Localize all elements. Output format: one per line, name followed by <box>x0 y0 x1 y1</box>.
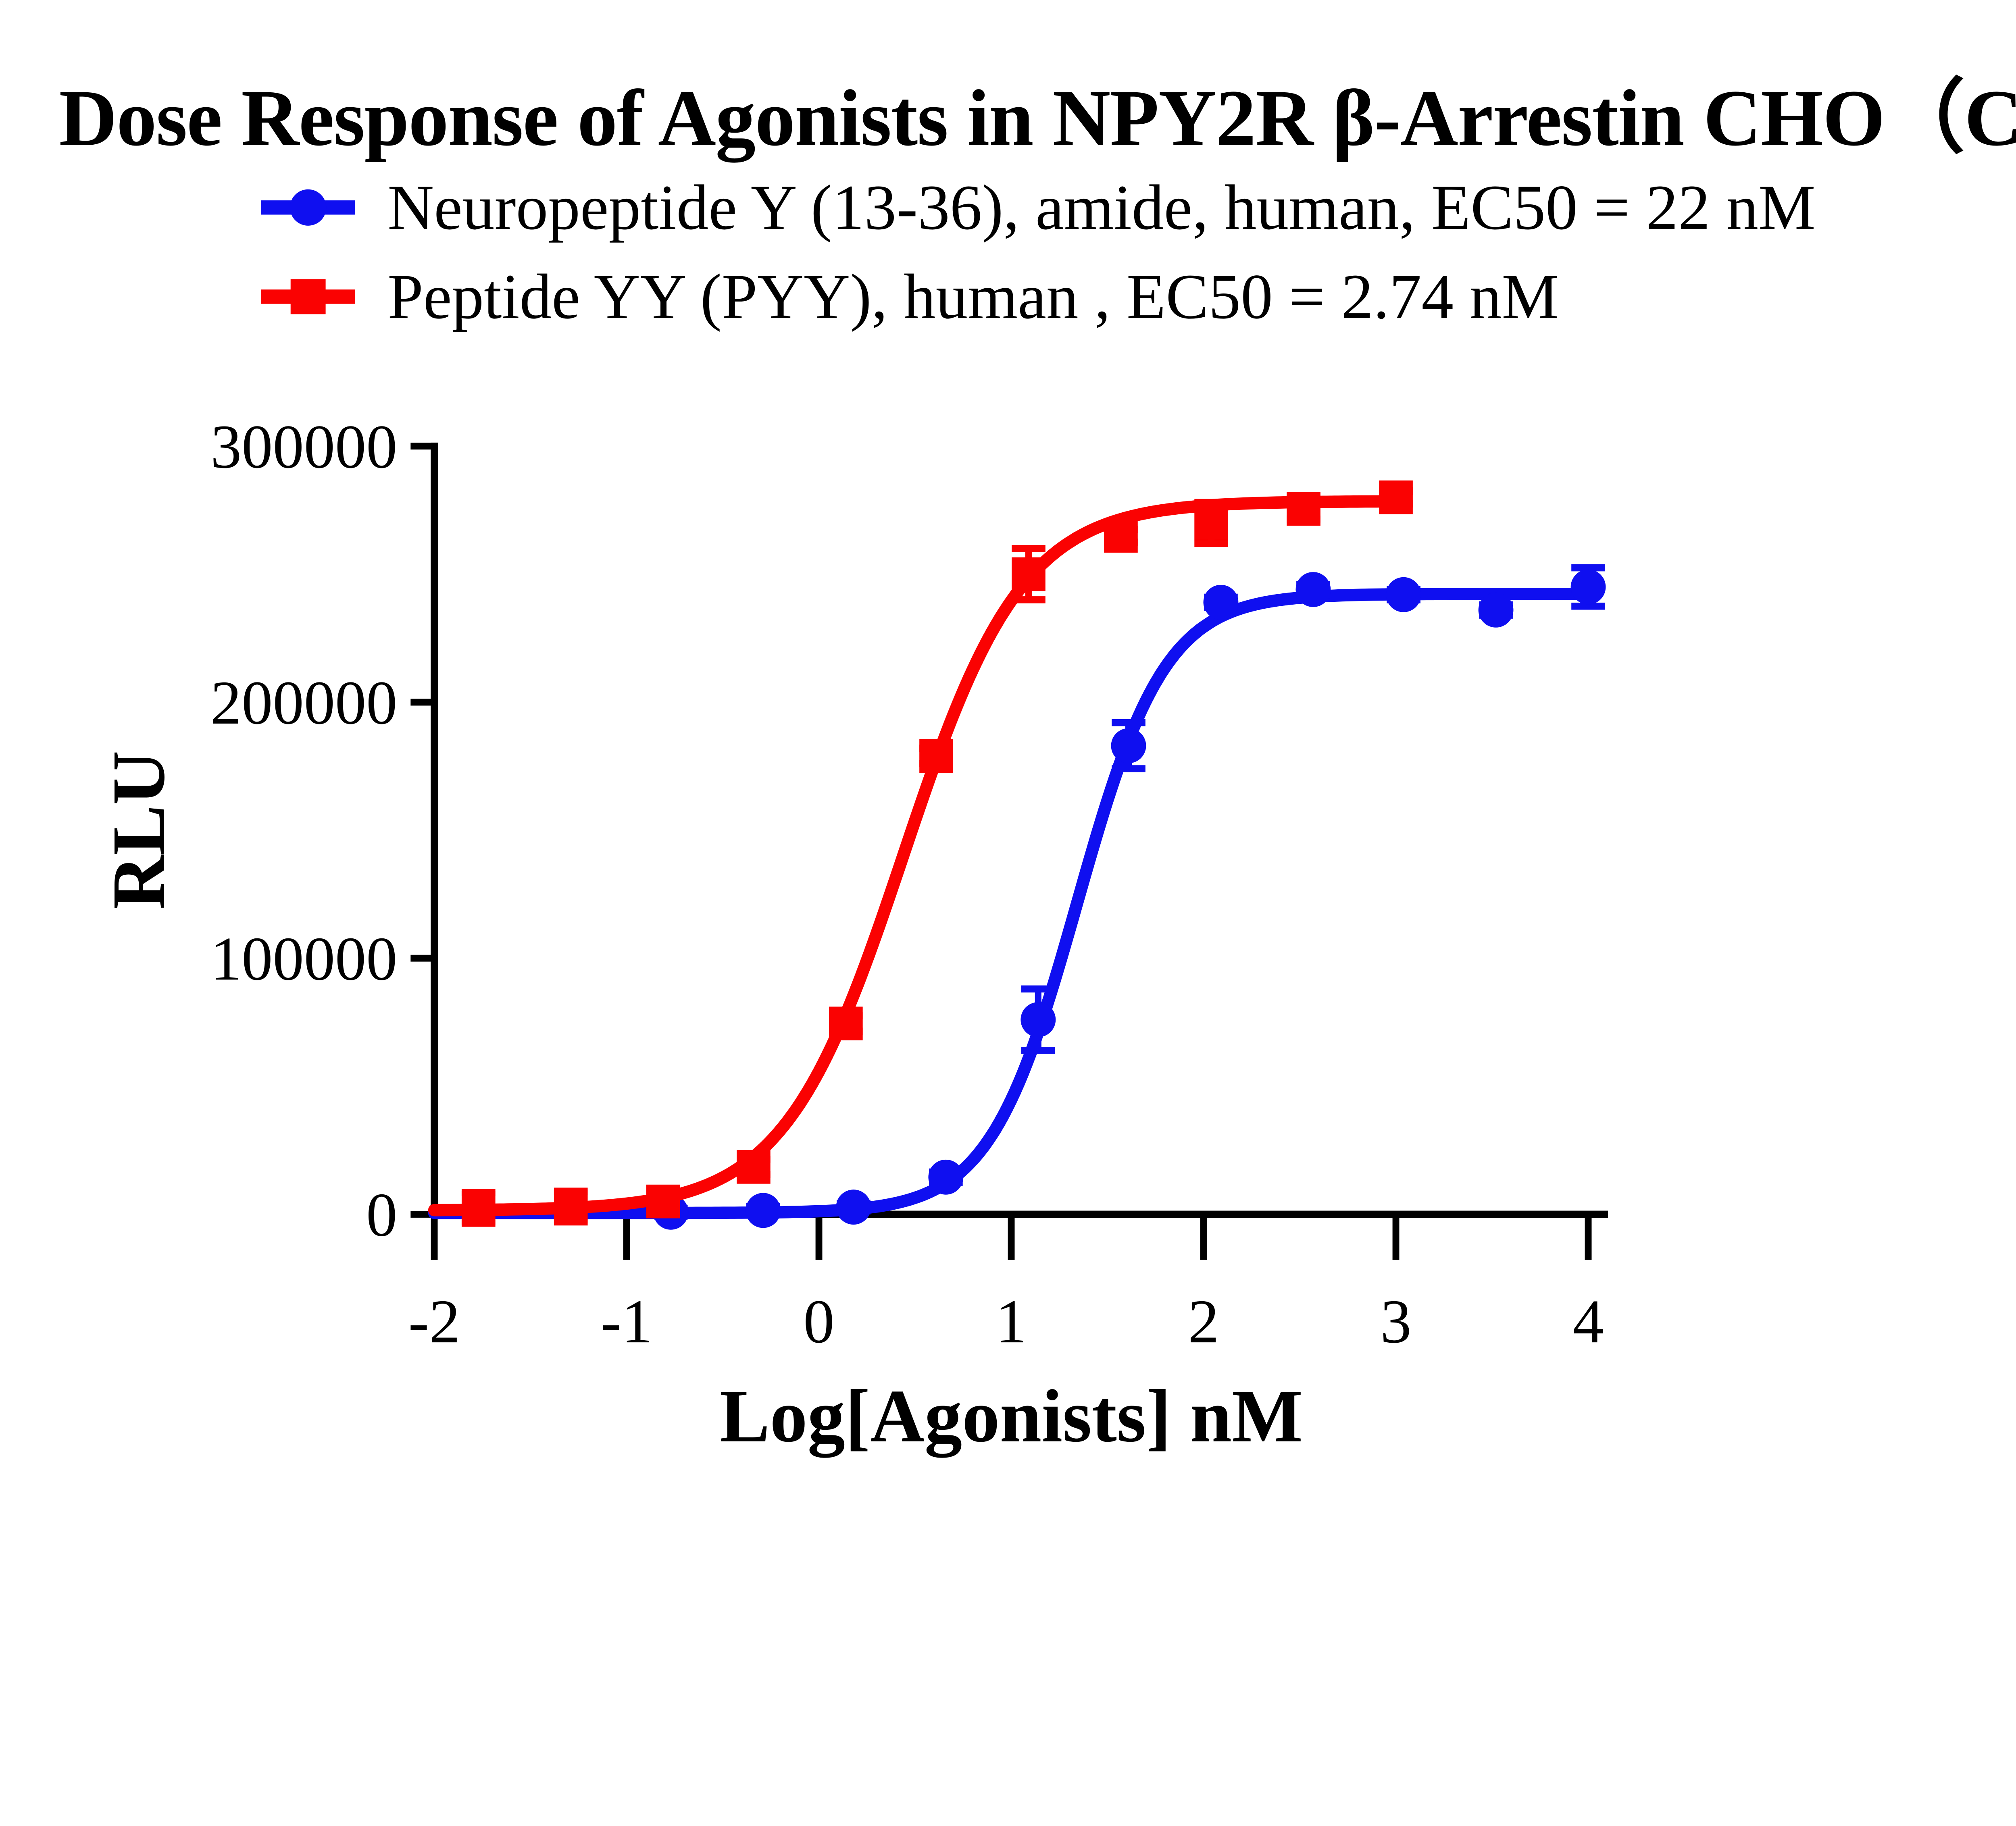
y-axis-title: RLU <box>97 751 180 909</box>
data-point-square <box>829 1007 863 1040</box>
x-tick-label: 0 <box>803 1287 834 1356</box>
x-tick-label: 1 <box>996 1287 1027 1356</box>
data-point-square <box>646 1184 680 1219</box>
data-point-circle <box>836 1190 871 1225</box>
data-point-circle <box>928 1159 964 1195</box>
data-point-square <box>1194 506 1228 540</box>
x-tick-label: -1 <box>601 1287 653 1356</box>
y-tick-label: 100000 <box>210 924 397 993</box>
data-point-circle <box>1386 577 1421 612</box>
x-tick-label: 3 <box>1380 1287 1411 1356</box>
data-point-circle <box>1295 572 1331 607</box>
chart-title: Dose Response of Agonists in NPY2R β-Arr… <box>59 73 2016 162</box>
figure: Dose Response of Agonists in NPY2R β-Arr… <box>59 73 2016 1458</box>
data-point-circle <box>1111 728 1146 763</box>
data-point-square <box>1287 492 1320 526</box>
y-tick-label: 200000 <box>210 668 397 737</box>
x-axis-title: Log[Agonists] nM <box>720 1375 1303 1458</box>
data-point-circle <box>1203 584 1239 620</box>
data-point-square <box>461 1191 496 1225</box>
x-tick-label: -2 <box>408 1287 460 1356</box>
data-point-square <box>1012 557 1045 591</box>
data-point-circle <box>1570 569 1606 605</box>
data-point-square <box>737 1150 771 1184</box>
y-tick-label: 300000 <box>210 412 397 481</box>
y-tick-label: 0 <box>366 1180 397 1249</box>
x-tick-label: 4 <box>1572 1287 1604 1356</box>
data-point-circle <box>746 1193 781 1228</box>
legend-marker-square-icon <box>261 279 355 314</box>
data-point-square <box>1379 480 1413 514</box>
data-point-square <box>554 1190 588 1224</box>
legend-marker-circle-icon <box>261 189 355 226</box>
data-point-square <box>919 739 953 773</box>
data-point-square <box>1104 519 1138 553</box>
legend-item-label: Peptide YY (PYY), human , EC50 = 2.74 nM <box>387 261 1559 332</box>
data-point-circle <box>1478 592 1514 628</box>
data-point-circle <box>1020 1002 1056 1038</box>
x-tick-label: 2 <box>1188 1287 1219 1356</box>
plot-area: 0 100000 200000 300000 -2 -1 0 1 2 3 4 RLU Log[Agoni… <box>97 412 1608 1458</box>
series-curve-square <box>428 495 1402 1217</box>
legend-item-label: Neuropeptide Y (13-36), amide, human, EC… <box>387 172 1816 243</box>
series-curve-circle <box>428 588 1595 1219</box>
